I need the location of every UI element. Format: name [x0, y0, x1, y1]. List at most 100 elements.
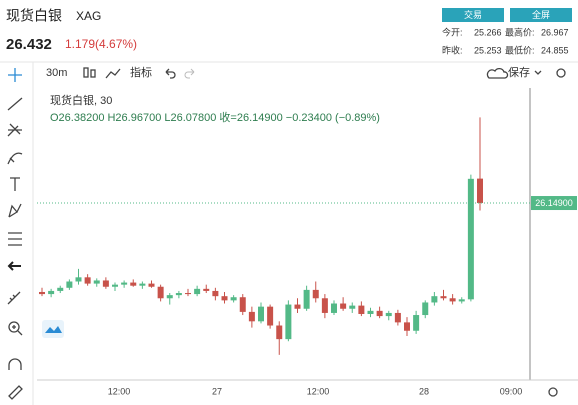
crosshair-tool[interactable] [8, 68, 22, 82]
prediction-tool[interactable] [8, 232, 22, 246]
trade-button[interactable] [442, 8, 504, 22]
time-label: 12:00 [307, 386, 330, 396]
candle-body [166, 295, 173, 299]
candle-body [185, 293, 191, 295]
time-label: 27 [212, 386, 222, 396]
stat-value: 25.266 [474, 27, 502, 37]
redo-icon[interactable] [184, 68, 195, 79]
ruler-tool[interactable] [7, 291, 21, 305]
indicator-icon[interactable] [105, 68, 121, 79]
time-label: 12:00 [108, 386, 131, 396]
legend-title: 现货白银, 30 [50, 93, 112, 107]
fullscreen-button-label[interactable]: 全屏 [532, 9, 550, 20]
candle-body [221, 296, 228, 301]
candle-body [358, 305, 365, 314]
time-label: 28 [419, 386, 429, 396]
candle-body [194, 288, 201, 295]
fib-tool[interactable] [7, 123, 22, 137]
pattern-tool[interactable] [8, 203, 22, 218]
stat-label: 最高价: [505, 26, 535, 37]
candle-body [340, 303, 347, 309]
candle-body [93, 280, 100, 284]
candle-body [230, 297, 237, 301]
candle-body [139, 283, 146, 286]
magnet-tool[interactable] [8, 358, 22, 370]
candle-body [258, 306, 264, 322]
tool-icons [7, 68, 23, 400]
indicators[interactable]: 指标 [130, 65, 152, 79]
candle-body [267, 306, 274, 326]
price: 26.432 [6, 36, 52, 53]
candle-body [367, 310, 374, 314]
candle-body [285, 304, 292, 340]
candles [39, 117, 483, 355]
line-tool[interactable] [7, 97, 23, 111]
undo-icon[interactable] [165, 68, 176, 79]
trade-button-label[interactable]: 交易 [464, 9, 482, 20]
candle-body [121, 282, 128, 285]
candle-body [39, 291, 45, 295]
interval[interactable]: 30m [46, 67, 67, 79]
candle-body [48, 290, 55, 295]
candle-body [75, 277, 82, 282]
candle-body [331, 303, 337, 313]
last-price-tag [531, 196, 577, 211]
candle-body [175, 293, 182, 296]
candle-body [440, 296, 447, 299]
save[interactable]: 保存 [508, 65, 530, 79]
candle-body [57, 287, 64, 291]
fullscreen-button[interactable] [510, 8, 572, 22]
text-tool[interactable] [10, 177, 20, 191]
candle-body [321, 298, 328, 313]
legend-ohlc: O26.38200 H26.96700 L26.07800 收=26.14900… [50, 110, 380, 124]
candle-body [477, 178, 483, 204]
lock-tool[interactable] [8, 385, 23, 400]
settings-icon[interactable] [556, 68, 566, 78]
symbol-code: XAG [76, 9, 101, 23]
candle-body [102, 280, 109, 287]
candle-body [431, 296, 438, 303]
price-change: 1.179(4.67%) [65, 37, 137, 51]
logo-badge [42, 320, 64, 338]
candle-body [248, 311, 255, 322]
chart-settings[interactable] [548, 387, 558, 397]
brush-tool[interactable] [7, 152, 23, 165]
cloud-icon[interactable] [486, 67, 509, 79]
candle-body [467, 178, 474, 300]
candle-body [239, 297, 246, 312]
candle-body [312, 289, 319, 299]
candle-body [376, 310, 383, 317]
time-label: 09:00 [500, 386, 523, 396]
candle-body [112, 284, 118, 287]
candle-body [203, 288, 210, 291]
candle-body [157, 286, 164, 299]
candle-body [276, 325, 283, 340]
candle-body [394, 312, 401, 323]
candle-body [148, 283, 155, 287]
candle-body [404, 322, 410, 331]
logo [45, 326, 62, 333]
candle-body [413, 315, 420, 331]
candle-body [130, 282, 137, 286]
stat-value: 24.855 [541, 45, 569, 55]
candle-body [385, 312, 392, 317]
back-tool[interactable] [7, 261, 21, 271]
candle-body [349, 305, 356, 309]
candle-type-icon[interactable] [83, 67, 96, 78]
candle-body [294, 304, 301, 309]
candle-body [422, 302, 429, 316]
stat-value: 25.253 [474, 45, 502, 55]
zoom-tool[interactable] [8, 321, 20, 333]
save-dropdown[interactable] [534, 70, 542, 75]
candle-body [449, 298, 456, 302]
symbol-name: 现货白银 [6, 8, 62, 24]
stat-label: 最低价: [505, 44, 535, 55]
candle-body [458, 299, 465, 302]
candle-body [303, 289, 310, 309]
last-price-label: 26.14900 [535, 198, 573, 208]
candle-body [66, 281, 73, 288]
stat-label: 昨收: [442, 44, 463, 55]
candle-body [84, 277, 91, 284]
